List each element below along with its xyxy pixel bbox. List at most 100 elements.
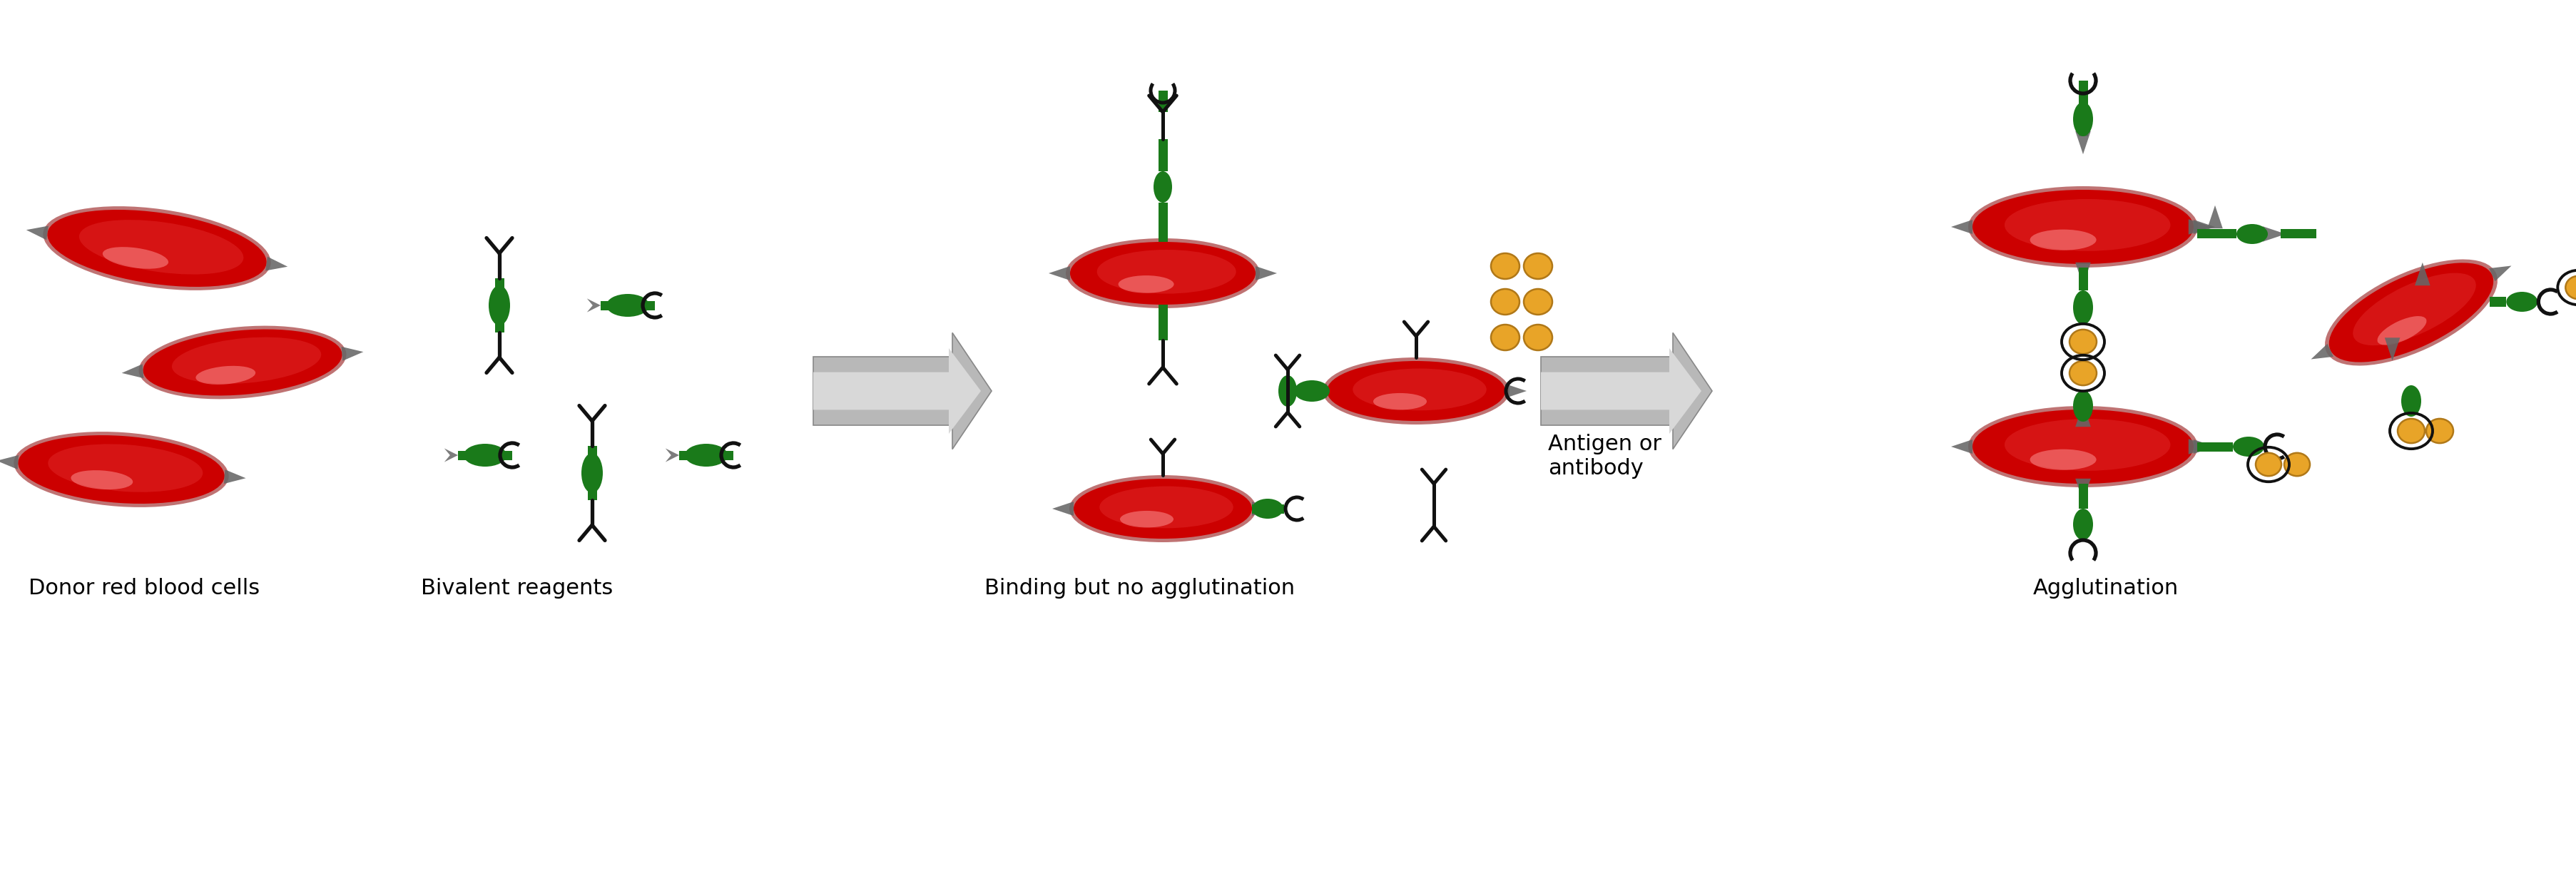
Ellipse shape [1069,242,1255,305]
Bar [2079,102,2087,136]
Ellipse shape [1278,375,1296,407]
Polygon shape [2076,262,2092,286]
Bar [495,278,505,333]
Ellipse shape [1525,325,1553,350]
Ellipse shape [1066,238,1260,308]
Bar [1159,139,1167,171]
Bar [587,446,598,501]
Ellipse shape [1492,253,1520,279]
Text: Antigen or
antibody: Antigen or antibody [1548,434,1662,479]
Polygon shape [224,469,245,484]
Ellipse shape [489,285,510,325]
Polygon shape [2190,439,2213,454]
Polygon shape [0,455,18,469]
Bar [1159,90,1167,112]
Polygon shape [1306,384,1327,398]
Text: Donor red blood cells: Donor red blood cells [28,578,260,599]
Text: Bivalent reagents: Bivalent reagents [420,578,613,599]
Ellipse shape [2352,273,2476,345]
Polygon shape [2385,338,2401,361]
Polygon shape [265,256,289,271]
Bar [1159,305,1167,341]
Ellipse shape [2069,361,2097,385]
Ellipse shape [49,444,204,492]
Ellipse shape [1973,189,2195,264]
Ellipse shape [2427,419,2452,443]
Ellipse shape [2378,316,2427,345]
Ellipse shape [2004,199,2172,251]
Polygon shape [1255,266,1278,281]
Ellipse shape [1968,406,2197,488]
Ellipse shape [2257,453,2282,476]
Ellipse shape [1973,409,2195,484]
Ellipse shape [44,206,270,290]
Ellipse shape [1121,511,1175,527]
Ellipse shape [46,209,265,287]
Ellipse shape [18,435,224,504]
Polygon shape [814,333,992,449]
Bar [600,301,654,310]
Ellipse shape [13,432,229,507]
Polygon shape [2311,344,2334,359]
Polygon shape [1950,440,1973,454]
Polygon shape [2262,226,2285,242]
Bar [2197,442,2233,451]
Ellipse shape [80,220,245,275]
Polygon shape [343,347,363,361]
Ellipse shape [605,294,649,317]
Bar [2197,229,2236,239]
Polygon shape [2076,131,2092,155]
Polygon shape [814,348,981,434]
Bar [2079,268,2087,290]
Bar [680,450,734,460]
Ellipse shape [464,444,507,467]
Polygon shape [2414,262,2429,286]
Ellipse shape [2329,262,2494,362]
Ellipse shape [2236,224,2267,244]
Ellipse shape [2030,229,2097,250]
Polygon shape [587,299,600,312]
Polygon shape [665,448,680,462]
Ellipse shape [1968,186,2197,268]
Ellipse shape [2004,419,2172,471]
Ellipse shape [685,444,726,467]
Polygon shape [2190,219,2213,235]
Ellipse shape [1492,289,1520,315]
Ellipse shape [2506,292,2537,312]
Ellipse shape [103,247,167,269]
Ellipse shape [1492,325,1520,350]
Bar [1159,202,1167,242]
Polygon shape [1252,501,1273,516]
Ellipse shape [1293,381,1329,401]
Polygon shape [1540,333,1713,449]
Ellipse shape [196,366,255,384]
Ellipse shape [2074,102,2094,136]
Polygon shape [1048,266,1069,281]
Ellipse shape [1327,361,1504,421]
Bar [2079,484,2087,508]
Ellipse shape [173,337,322,384]
Ellipse shape [1074,479,1252,539]
Ellipse shape [2233,436,2264,456]
Ellipse shape [2326,259,2499,366]
Ellipse shape [1373,393,1427,410]
Bar [2079,390,2087,421]
Polygon shape [2076,404,2092,427]
Ellipse shape [2074,290,2094,325]
Polygon shape [2488,266,2512,282]
Ellipse shape [1097,249,1236,294]
Polygon shape [1504,384,1528,398]
Text: Agglutination: Agglutination [2032,578,2179,599]
Polygon shape [1540,348,1700,434]
Ellipse shape [2069,329,2097,354]
Polygon shape [443,448,459,462]
Ellipse shape [2566,276,2576,299]
Ellipse shape [2398,419,2424,443]
Polygon shape [2195,220,2215,234]
Polygon shape [121,364,144,378]
Bar [2488,297,2506,307]
Ellipse shape [72,470,134,489]
Polygon shape [1950,220,1973,234]
Polygon shape [1051,501,1074,516]
Ellipse shape [1118,275,1175,293]
